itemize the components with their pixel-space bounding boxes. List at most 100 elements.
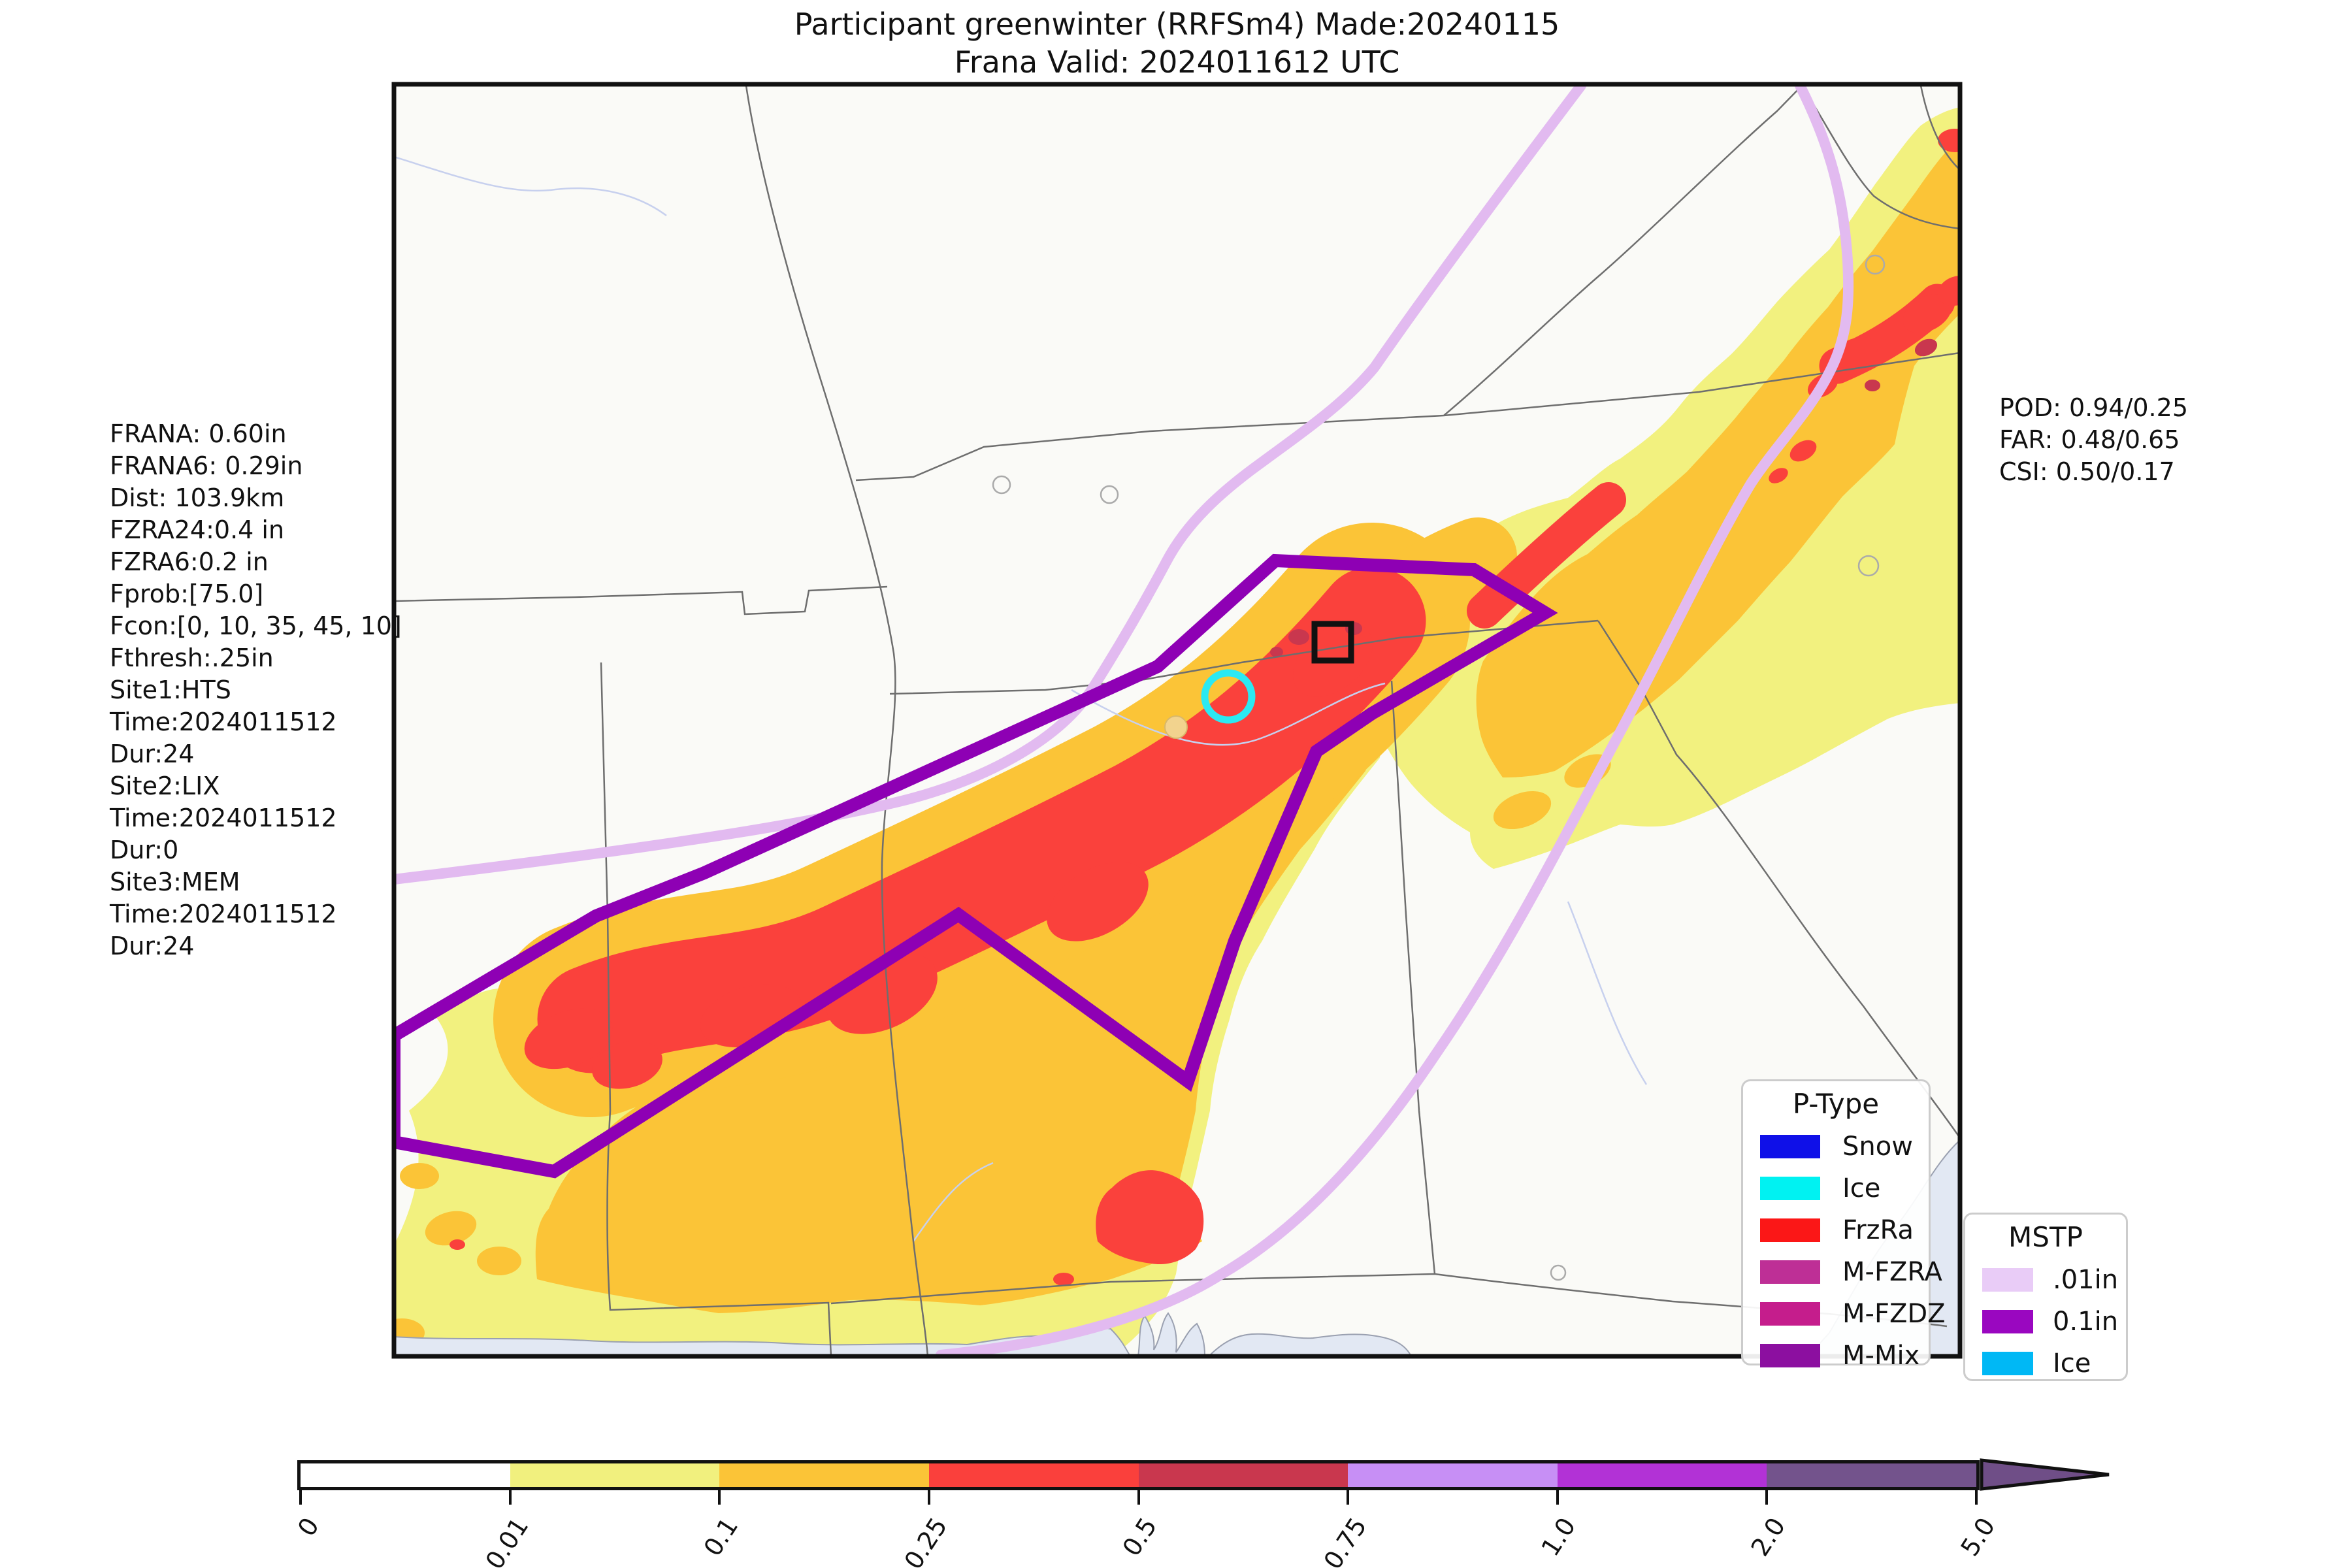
legend-entry: .01in <box>1982 1265 2118 1295</box>
legend-entry: FrzRa <box>1760 1215 1914 1245</box>
legend-label: M-Mix <box>1842 1341 1920 1371</box>
annotation-line: Site3:MEM <box>110 868 240 896</box>
colorbar-segment <box>1767 1463 1976 1487</box>
annotation-line: Time:2024011512 <box>110 804 337 832</box>
legend-entry: 0.1in <box>1982 1307 2118 1337</box>
colorbar-tick-label: 0.25 <box>898 1512 953 1568</box>
map-frame <box>391 82 1963 1359</box>
legend-swatch <box>1760 1260 1820 1284</box>
colorbar: 0 0.01 0.1 0.25 0.5 0.75 1.0 2.0 5.0 <box>292 1458 2110 1568</box>
legend-swatch <box>1760 1302 1820 1326</box>
legend-entry: Ice <box>1760 1173 1914 1203</box>
colorbar-tick-label: 0.75 <box>1318 1512 1373 1568</box>
colorbar-segment <box>510 1463 720 1487</box>
legend-swatch <box>1982 1268 2033 1292</box>
site-dot <box>1164 715 1188 739</box>
title-line-1: Participant greenwinter (RRFSm4) Made:20… <box>794 7 1560 42</box>
annotation-line: Dur:24 <box>110 740 195 768</box>
legend-swatch <box>1760 1177 1820 1200</box>
colorbar-tick <box>1347 1490 1350 1505</box>
colorbar-tick <box>927 1490 930 1505</box>
colorbar-tick <box>1765 1490 1769 1505</box>
colorbar-segment <box>1138 1463 1348 1487</box>
legend-entry: Ice <box>1982 1348 2112 1379</box>
colorbar-tick-label: 5.0 <box>1955 1512 2001 1561</box>
stat-line: POD: 0.94/0.25 <box>1999 393 2188 422</box>
colorbar-tick-label: 0.01 <box>480 1512 534 1568</box>
colorbar-tick <box>1137 1490 1140 1505</box>
legend-swatch <box>1982 1352 2033 1375</box>
annotation-line: Site2:LIX <box>110 772 220 800</box>
colorbar-tick-label: 0.1 <box>698 1512 744 1561</box>
ptype-legend-title: P-Type <box>1792 1088 1880 1120</box>
legend-swatch <box>1982 1310 2033 1333</box>
colorbar-tick-label: 0 <box>291 1512 325 1542</box>
colorbar-tick <box>1975 1490 1978 1505</box>
map-content <box>394 84 1960 1356</box>
title-line-2: Frana Valid: 2024011612 UTC <box>954 44 1400 80</box>
colorbar-tick <box>718 1490 721 1505</box>
legend-label: M-FZDZ <box>1842 1299 1946 1329</box>
colorbar-extend-arrow <box>1980 1458 2110 1491</box>
legend-entry: M-Mix <box>1760 1341 1919 1371</box>
annotation-line: Site1:HTS <box>110 676 231 704</box>
stat-line: FAR: 0.48/0.65 <box>1999 425 2180 454</box>
colorbar-tick-label: 2.0 <box>1745 1512 1791 1561</box>
colorbar-tick-label: 1.0 <box>1535 1512 1582 1561</box>
mstp-main-contour <box>394 553 1558 1179</box>
legend-label: 0.1in <box>2053 1307 2119 1337</box>
colorbar-segment <box>1348 1463 1558 1487</box>
legend-entry: M-FZDZ <box>1760 1299 1946 1329</box>
legend-entry: M-FZRA <box>1760 1257 1942 1287</box>
colorbar-tick <box>508 1490 512 1505</box>
forecast-annotations: FRANA: 0.60in FRANA6: 0.29in Dist: 103.9km… <box>110 418 402 962</box>
river-lines <box>394 155 1648 1242</box>
colorbar-segments <box>297 1460 1980 1490</box>
stat-line: CSI: 0.50/0.17 <box>1999 457 2175 486</box>
legend-label: Ice <box>2053 1348 2091 1379</box>
colorbar-segment <box>1557 1463 1767 1487</box>
legend-label: .01in <box>2053 1265 2119 1295</box>
colorbar-segment <box>301 1463 510 1487</box>
legend-label: Ice <box>1842 1173 1881 1203</box>
precip-intense-layer <box>1270 338 1938 657</box>
ptype-legend: P-Type Snow Ice FrzRa M-FZRA M-FZDZ M-Mix <box>1741 1079 1946 1371</box>
annotation-line: FRANA: 0.60in <box>110 419 287 448</box>
city-markers <box>992 254 1886 1281</box>
colorbar-tick-label: 0.5 <box>1117 1512 1163 1561</box>
annotation-line: Fprob:[75.0] <box>110 580 264 608</box>
colorbar-segment <box>719 1463 929 1487</box>
legend-swatch <box>1760 1135 1820 1158</box>
legend-swatch <box>1760 1218 1820 1242</box>
mstp-trace-contour <box>394 84 1854 1356</box>
annotation-line: FZRA24:0.4 in <box>110 515 285 544</box>
ptype-legend-entries: Snow Ice FrzRa M-FZRA M-FZDZ M-Mix <box>1743 1132 1946 1371</box>
annotation-line: Dist: 103.9km <box>110 483 285 512</box>
figure-title: Participant greenwinter (RRFSm4) Made:20… <box>394 5 1960 81</box>
colorbar-arrow-shape <box>1980 1458 2110 1491</box>
colorbar-segment <box>928 1463 1139 1487</box>
colorbar-tick <box>1556 1490 1559 1505</box>
verification-stats: POD: 0.94/0.25 FAR: 0.48/0.65 CSI: 0.50/0.… <box>1999 392 2188 488</box>
legend-label: M-FZRA <box>1842 1257 1942 1287</box>
mstp-legend-entries: .01in 0.1in Ice <box>1965 1265 2126 1379</box>
annotation-line: Fthresh:.25in <box>110 644 274 672</box>
legend-label: FrzRa <box>1842 1215 1914 1245</box>
annotation-line: Time:2024011512 <box>110 708 337 736</box>
mstp-legend-title: MSTP <box>2008 1221 2083 1253</box>
annotation-line: Dur:24 <box>110 932 195 960</box>
annotation-line: FZRA6:0.2 in <box>110 547 269 576</box>
annotation-line: Time:2024011512 <box>110 900 337 928</box>
legend-label: Snow <box>1842 1132 1913 1162</box>
state-borders <box>394 85 1960 1356</box>
mstp-legend: MSTP .01in 0.1in Ice <box>1963 1213 2128 1381</box>
annotation-line: Dur:0 <box>110 836 179 864</box>
site-square-marker <box>1311 621 1354 664</box>
legend-entry: Snow <box>1760 1132 1914 1162</box>
annotation-line: Fcon:[0, 10, 35, 45, 10] <box>110 612 402 640</box>
site-circle-marker <box>1201 669 1256 724</box>
legend-swatch <box>1760 1344 1820 1367</box>
annotation-line: FRANA6: 0.29in <box>110 451 303 480</box>
